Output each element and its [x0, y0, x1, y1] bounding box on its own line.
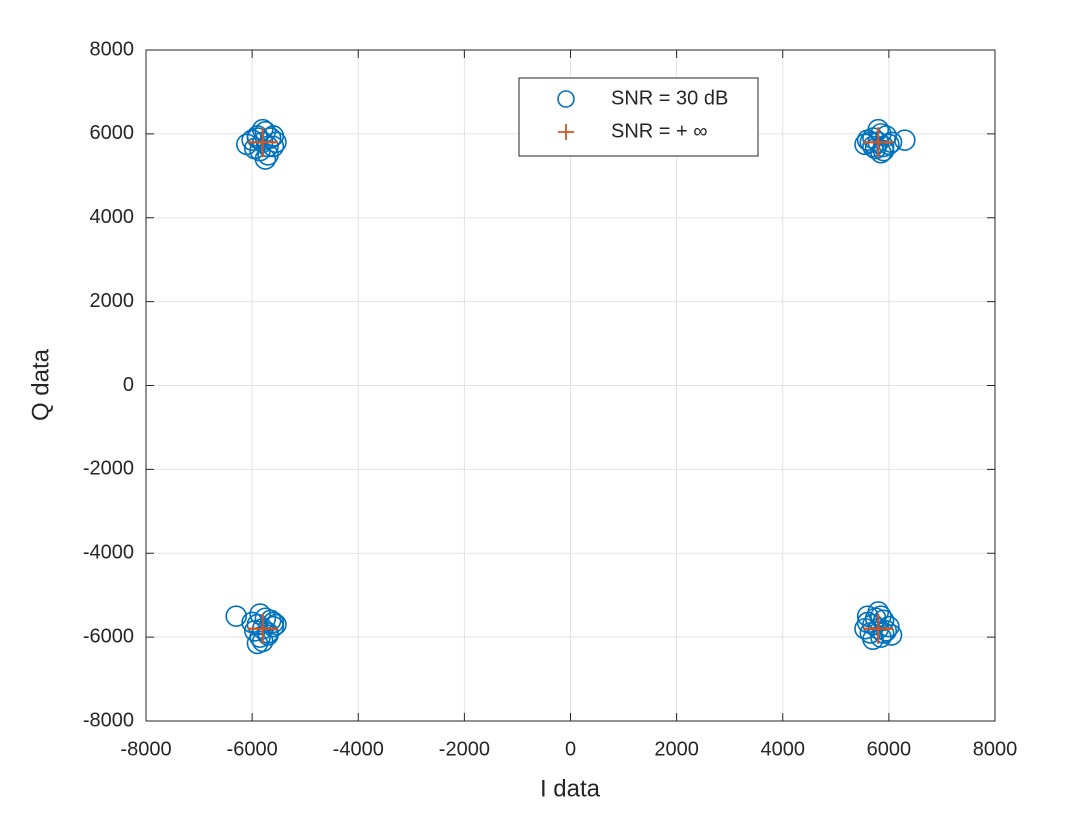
data-point: [247, 613, 278, 644]
data-point: [249, 603, 271, 625]
data-point: [880, 624, 903, 646]
x-tick-label: -6000: [227, 738, 278, 760]
x-tick-label: -4000: [333, 738, 384, 760]
data-point: [875, 620, 898, 642]
y-tick-label: 8000: [90, 38, 135, 60]
x-tick-label: -8000: [120, 738, 171, 760]
x-tick-label: 0: [565, 738, 576, 760]
y-tick-label: -2000: [83, 458, 134, 480]
data-point: [259, 127, 282, 149]
x-tick-label: 8000: [973, 738, 1018, 760]
y-tick-label: -8000: [83, 709, 134, 731]
x-tick-label: 2000: [654, 738, 699, 760]
x-tick-label: 4000: [761, 738, 806, 760]
legend-box: [518, 77, 759, 157]
y-tick-label: 6000: [90, 122, 135, 144]
data-point: [246, 632, 269, 655]
data-point: [225, 605, 248, 627]
x-tick-label: 6000: [867, 738, 912, 760]
data-point: [863, 127, 894, 158]
data-point: [863, 613, 894, 644]
y-tick-label: -6000: [83, 625, 134, 647]
y-tick-label: 0: [123, 374, 134, 396]
legend-marker: [557, 90, 575, 108]
y-tick-label: 2000: [90, 290, 135, 312]
x-tick-label: -2000: [439, 738, 490, 760]
legend-marker: [558, 124, 574, 140]
x-axis-label: I data: [540, 775, 601, 802]
y-tick-label: -4000: [83, 542, 134, 564]
data-point: [870, 605, 892, 627]
data-point: [259, 609, 282, 632]
legend-label: SNR = + ∞: [611, 120, 708, 142]
legend-label: SNR = 30 dB: [611, 87, 728, 109]
data-point: [247, 127, 278, 158]
y-tick-label: 4000: [90, 206, 135, 228]
data-point: [254, 148, 277, 170]
y-axis-label: Q data: [27, 348, 54, 421]
data-point: [893, 129, 916, 151]
legend: SNR = 30 dB SNR = + ∞: [518, 77, 759, 157]
data-point: [246, 125, 269, 147]
